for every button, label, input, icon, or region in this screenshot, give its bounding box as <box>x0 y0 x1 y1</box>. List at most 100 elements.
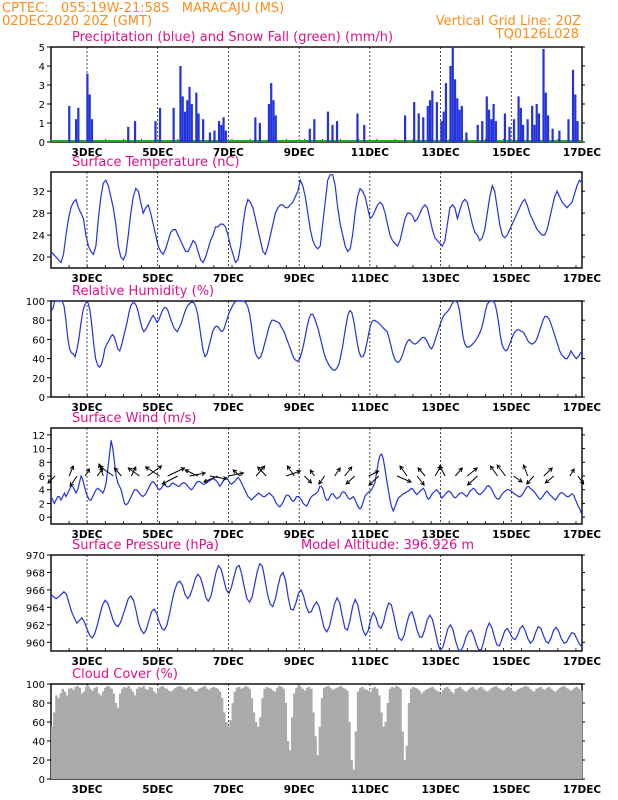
cloud-bar <box>193 690 196 779</box>
x-tick-label: 11DEC <box>351 784 390 796</box>
wind-vector <box>203 475 219 483</box>
cloud-bar <box>63 691 67 779</box>
cloud-bar <box>465 691 468 779</box>
x-tick-label: 7DEC <box>213 147 244 159</box>
cloud-bar <box>87 685 90 779</box>
cloud-bar <box>295 687 298 779</box>
panel-title: Cloud Cover (%) <box>72 667 178 682</box>
wind-vector-head <box>69 481 74 487</box>
cloud-bar <box>545 687 549 779</box>
precip-bar <box>444 83 448 142</box>
y-tick-label: 28 <box>32 209 45 220</box>
x-tick-label: 5DEC <box>142 273 173 285</box>
cloud-bar <box>112 693 116 779</box>
x-tick-label: 3DEC <box>72 656 103 668</box>
cloud-bar <box>395 685 398 779</box>
precip-bar <box>435 102 438 142</box>
cloud-bar <box>579 690 583 779</box>
cloud-bar <box>414 687 417 779</box>
cloud-bar <box>299 686 302 779</box>
cloud-bar <box>78 687 82 779</box>
wind-vector <box>569 468 575 477</box>
cloud-bar <box>573 687 576 779</box>
precip-bar <box>535 104 538 142</box>
cloud-bar <box>418 690 421 779</box>
wind-vector <box>467 475 478 486</box>
wind-series-line <box>50 440 583 516</box>
y-tick-label: 0 <box>39 138 45 149</box>
precip-bar <box>487 109 491 142</box>
cloud-bar <box>475 689 479 779</box>
wind-vector-head <box>336 467 341 473</box>
precip-bar <box>551 128 554 142</box>
precip-bar <box>449 66 452 142</box>
wind-vector-head <box>458 467 463 473</box>
precip-bar <box>519 107 522 142</box>
cloud-bar <box>157 688 160 779</box>
cloud-bar <box>82 691 86 779</box>
panel-title: Surface Temperature (nC) <box>72 155 240 170</box>
wind-vector <box>334 467 341 477</box>
cloud-bar <box>308 686 311 779</box>
header-grid-note: Vertical Grid Line: 20Z <box>436 14 581 29</box>
cloud-bar <box>322 687 326 779</box>
cloud-bar <box>356 691 360 779</box>
panel-temperature: Surface Temperature (nC) 3DEC 5DEC 7DEC 9DEC… <box>32 155 601 285</box>
cloud-bar <box>441 689 445 779</box>
wind-vector <box>257 466 267 477</box>
cloud-bar <box>254 722 258 779</box>
precip-bar <box>202 119 205 142</box>
cloud-bar <box>97 693 101 779</box>
cloud-bar <box>314 736 317 779</box>
precip-bar <box>417 113 420 142</box>
cloud-bar <box>543 689 547 779</box>
cloud-bar <box>250 698 254 779</box>
precip-bar <box>431 90 434 142</box>
cloud-bar <box>212 686 215 779</box>
wind-vector-head <box>347 466 353 471</box>
precip-bar <box>186 100 189 142</box>
wind-vector-head <box>496 464 502 470</box>
cloud-bar <box>257 726 260 779</box>
cloud-bar <box>560 686 564 779</box>
wind-vector <box>147 465 162 477</box>
x-tick-label: 9DEC <box>284 402 315 414</box>
x-tick-label: 11DEC <box>351 402 390 414</box>
wind-vector <box>513 475 523 483</box>
cloud-bar <box>501 690 504 779</box>
x-tick-label: 3DEC <box>72 784 103 796</box>
x-tick-label: 13DEC <box>421 529 460 541</box>
cloud-bar <box>116 707 120 779</box>
cloud-bar <box>55 695 58 779</box>
cloud-bar <box>121 688 124 779</box>
precip-bar <box>258 123 261 142</box>
precip-bar <box>451 47 454 142</box>
wind-vector-head <box>307 479 313 484</box>
y-tick-label: 5 <box>39 43 45 54</box>
cloud-bar <box>225 722 228 779</box>
cloud-bar <box>84 686 88 779</box>
precip-bar <box>422 117 425 142</box>
precip-bar <box>512 119 516 142</box>
cloud-bar <box>244 685 247 779</box>
wind-vector <box>167 467 185 477</box>
precip-bar <box>494 121 497 142</box>
x-tick-label: 9DEC <box>284 147 315 159</box>
wind-vector <box>162 475 178 485</box>
panel-pressure: Surface Pressure (hPa) Model Altitude: 39… <box>26 538 601 668</box>
wind-vector-head <box>548 467 553 472</box>
y-tick-label: 6 <box>39 472 45 483</box>
humidity-series-line <box>50 300 583 371</box>
cloud-bar <box>235 687 239 779</box>
cloud-bar <box>375 688 379 779</box>
cloud-bar <box>537 687 540 779</box>
cloud-bar <box>182 688 186 779</box>
cloud-bar <box>352 769 356 779</box>
precip-bar <box>335 121 339 142</box>
plot-frame <box>50 427 583 525</box>
cloud-bar <box>53 712 56 779</box>
wind-vector-head <box>85 468 90 474</box>
y-tick-label: 0 <box>39 513 45 524</box>
cloud-bar <box>123 686 126 779</box>
